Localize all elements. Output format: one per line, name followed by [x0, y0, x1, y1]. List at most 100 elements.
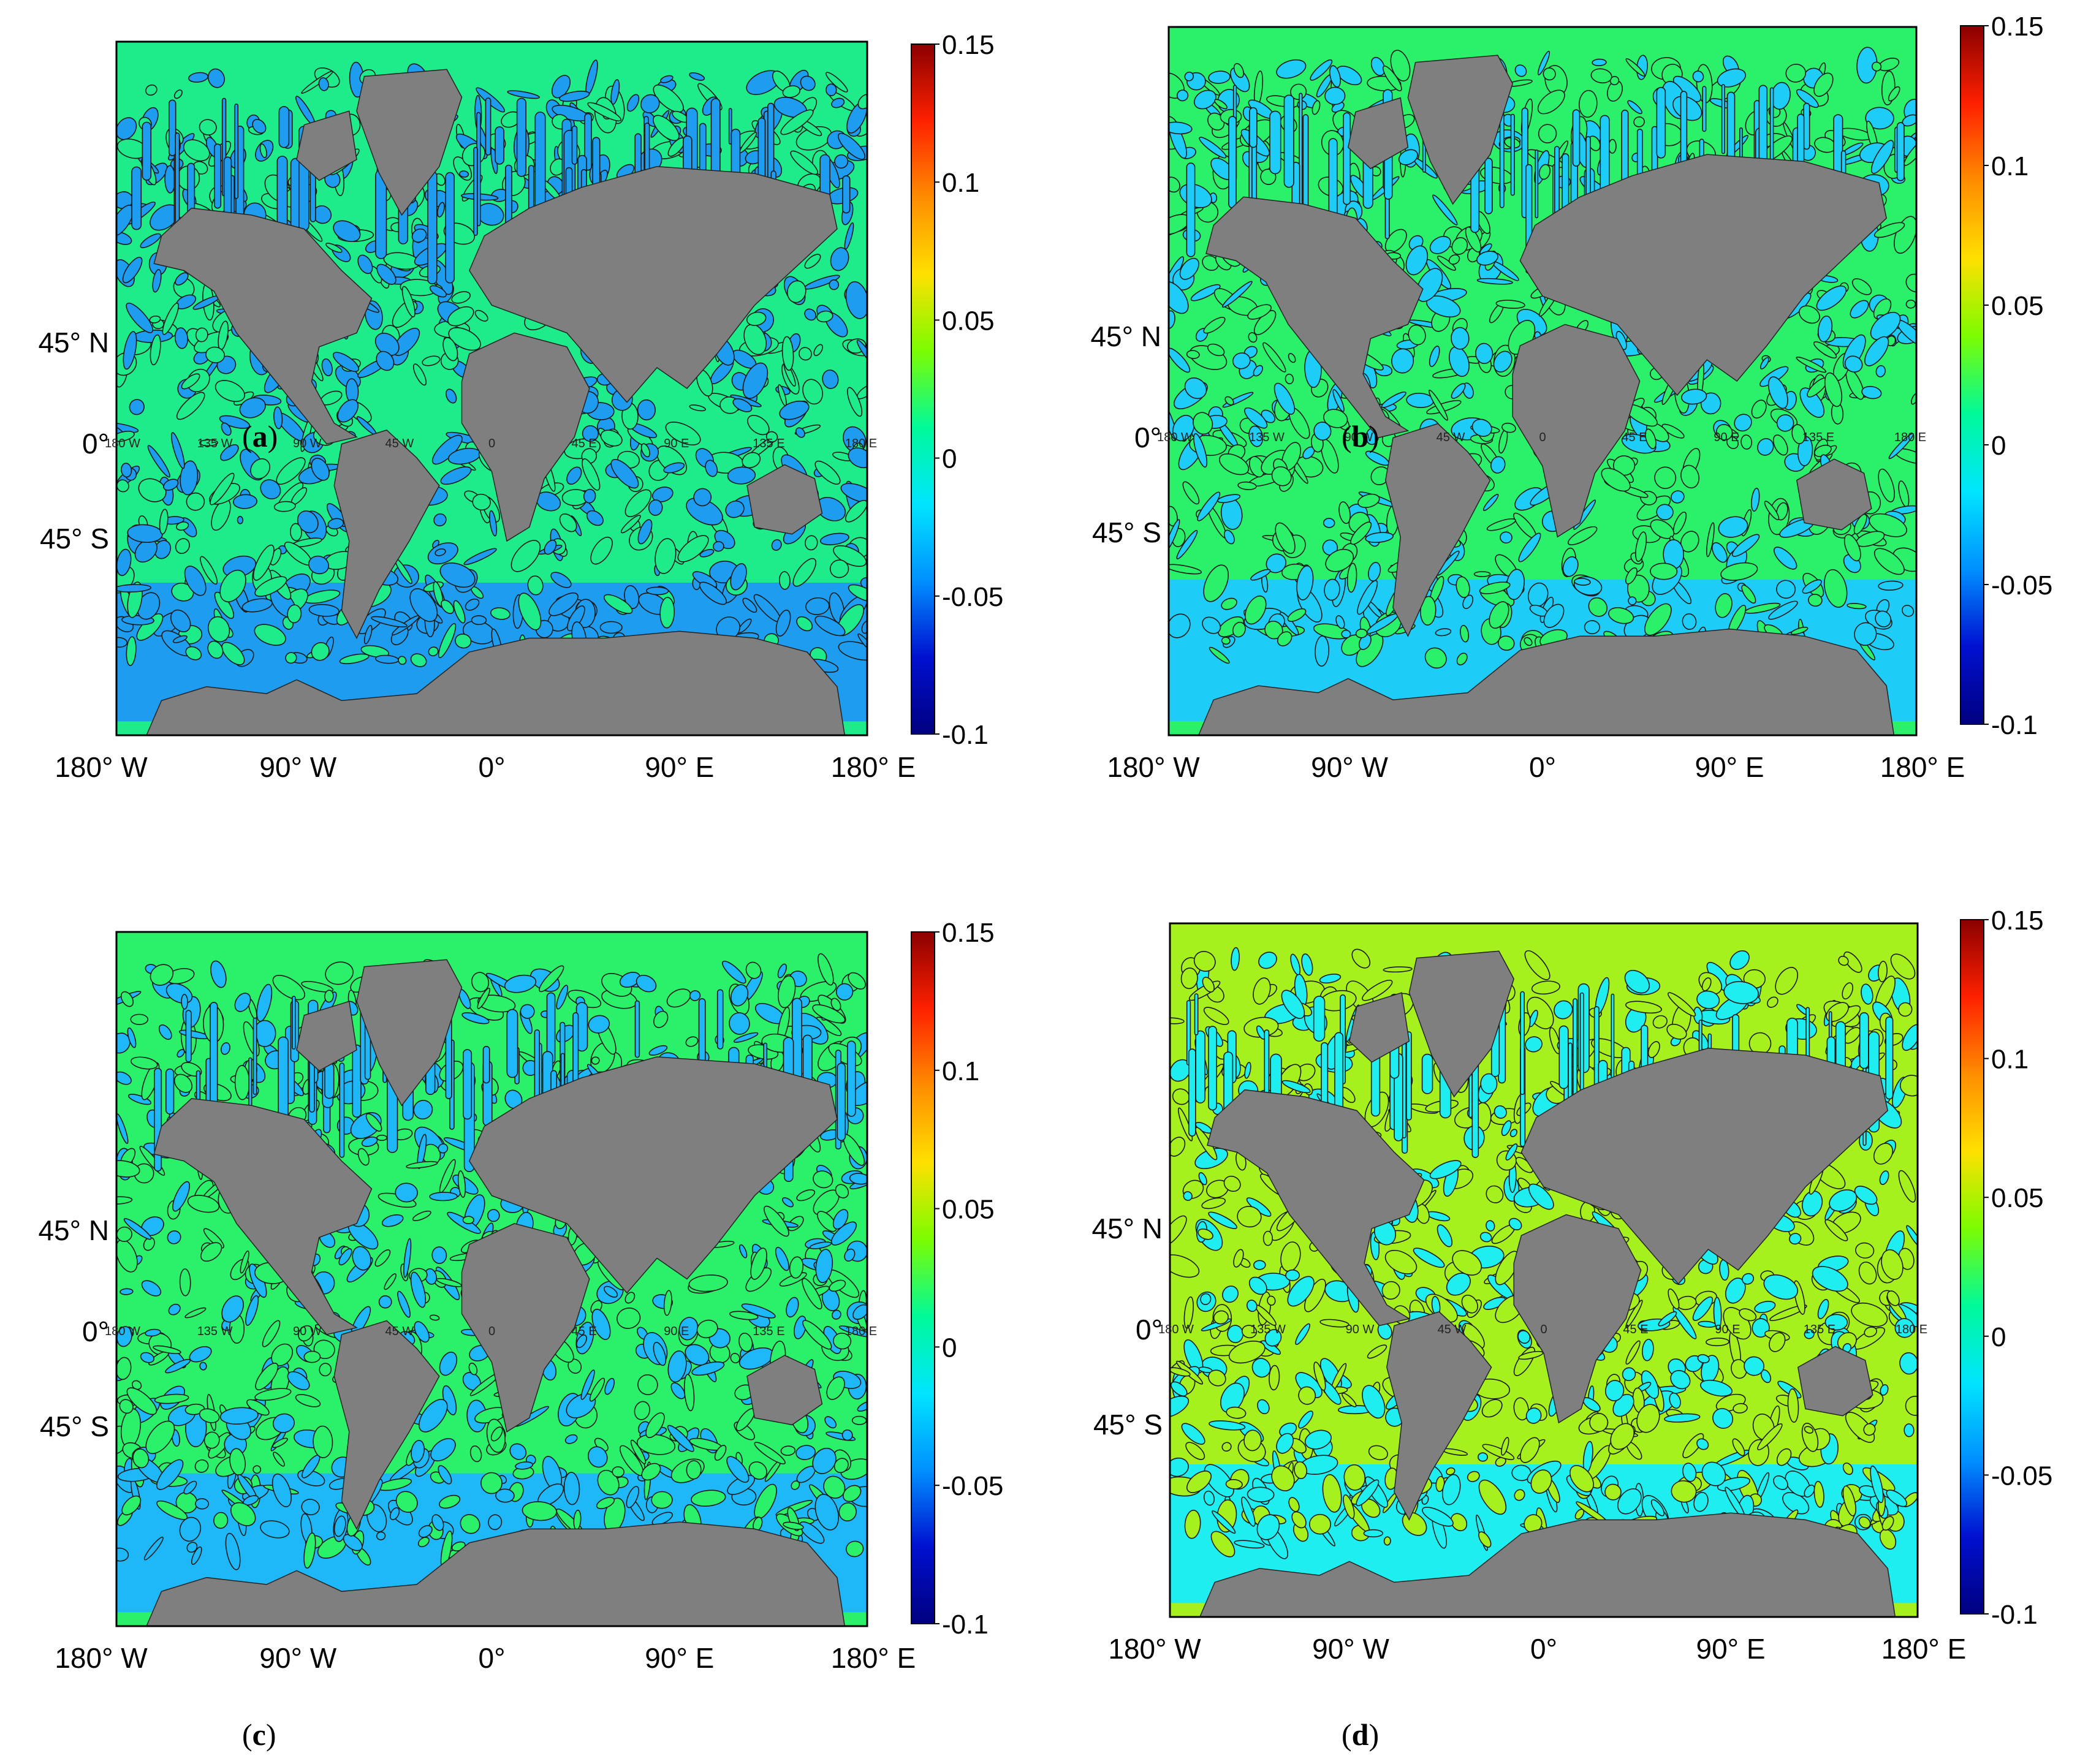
land-australia — [746, 464, 823, 535]
land-eurasia — [1519, 154, 1888, 396]
colorbar — [911, 931, 935, 1624]
x-tick-label: 180° E — [1880, 751, 1965, 783]
colorbar-tick-label: -0.1 — [1991, 1600, 2038, 1630]
colorbar-tick-label: 0.15 — [1991, 906, 2044, 936]
land-arctic-islands — [1348, 992, 1410, 1063]
equator-label: 180 E — [1894, 431, 1926, 444]
land-australia — [746, 1355, 823, 1426]
equator-label: 45 W — [385, 1325, 414, 1338]
land-antarctica — [1198, 628, 1895, 735]
land-africa — [1512, 324, 1641, 538]
land-greenland — [1407, 55, 1514, 205]
colorbar-tick-label: -0.05 — [1991, 570, 2052, 600]
colorbar-tick-label: 0 — [942, 1333, 957, 1363]
colorbar-tick-label: 0.05 — [942, 306, 995, 336]
map-field-a — [116, 42, 867, 735]
colorbar-tick-label: -0.1 — [942, 1610, 989, 1640]
y-tick-label: 45° N — [38, 327, 109, 358]
x-tick-label: 90° E — [645, 1642, 714, 1674]
x-tick-label: 180° W — [1108, 1633, 1201, 1665]
land-eurasia — [1520, 1048, 1889, 1285]
x-tick-label: 180° E — [831, 751, 916, 783]
colorbar — [911, 44, 935, 735]
colorbar-tick-label: 0.15 — [942, 918, 995, 948]
y-tick-label: 0° — [82, 1315, 109, 1347]
colorbar-tick-label: -0.1 — [1991, 710, 2038, 740]
equator-label: 90 W — [1346, 1323, 1375, 1336]
land-masses — [146, 959, 846, 1626]
x-tick-label: 0° — [479, 1642, 506, 1674]
map-plot-c: 180 W 135 W 90 W 45 W 0 45 E 90 E 135 E 180 E 180… — [38, 918, 1003, 1674]
map-field-d — [1170, 923, 1918, 1617]
map-panel-d: 180 W 135 W 90 W 45 W 0 45 E 90 E 135 E 180 E 180… — [1040, 882, 2080, 1764]
land-antarctica — [146, 1521, 846, 1626]
land-africa — [461, 332, 590, 542]
colorbar-tick-label: 0.1 — [942, 1056, 979, 1086]
y-tick-label: 0° — [1134, 422, 1161, 453]
land-north-america — [1207, 1089, 1425, 1327]
land-north-america — [1205, 196, 1424, 439]
land-masses — [146, 69, 846, 735]
land-arctic-islands — [296, 110, 357, 181]
equator-label: 90 W — [293, 437, 322, 450]
land-south-america — [1386, 1311, 1492, 1521]
y-tick-label: 45° S — [1092, 517, 1161, 548]
x-tick-label: 90° E — [1696, 1633, 1765, 1665]
equator-label: 90 E — [1715, 1323, 1740, 1336]
colorbar-tick-label: 0 — [1991, 1322, 2006, 1352]
equator-label: 180 W — [1158, 1323, 1194, 1336]
land-south-america — [333, 430, 440, 640]
equator-label: 90 W — [1345, 431, 1373, 444]
equator-label: 0 — [1539, 431, 1546, 444]
land-south-america — [1385, 423, 1491, 637]
y-tick-label: 45° S — [1093, 1409, 1163, 1440]
equator-label: 45 E — [1622, 431, 1647, 444]
x-tick-label: 180° W — [55, 1642, 148, 1674]
map-field-c — [116, 932, 867, 1626]
map-plot-a: 180 W 135 W 90 W 45 W 0 45 E 90 E 135 E 180 E 180… — [38, 30, 1003, 783]
equator-label: 180 E — [845, 437, 877, 450]
x-tick-label: 0° — [1529, 751, 1556, 783]
equator-label: 135 E — [753, 437, 784, 450]
map-field-b — [1169, 27, 1916, 735]
equator-label: 135 W — [197, 1325, 233, 1338]
map-frame — [115, 40, 868, 736]
equator-label: 90 E — [1714, 431, 1739, 444]
x-tick-label: 180° W — [55, 751, 148, 783]
caption-c: (c) — [242, 1717, 276, 1752]
caption-b: (b) — [1342, 419, 1380, 453]
equator-label: 180 E — [845, 1325, 877, 1338]
land-masses — [1198, 55, 1895, 735]
land-greenland — [1408, 950, 1515, 1098]
equator-label: 45 E — [572, 437, 597, 450]
colorbar-tick-label: 0 — [942, 444, 957, 474]
y-tick-label: 45° N — [1091, 1213, 1163, 1244]
equator-label: 180 W — [1157, 431, 1193, 444]
land-north-america — [153, 207, 373, 445]
equator-label: 45 W — [385, 437, 414, 450]
equator-label: 0 — [488, 1325, 495, 1338]
map-frame — [115, 931, 868, 1627]
y-tick-label: 0° — [82, 428, 109, 460]
map-plot-b: 180 W 135 W 90 W 45 W 0 45 E 90 E 135 E 180 E 180… — [1090, 12, 2052, 783]
land-africa — [461, 1223, 590, 1433]
colorbar-tick-label: -0.1 — [942, 720, 989, 750]
colorbar — [1960, 25, 1984, 725]
map-panel-b: 180 W 135 W 90 W 45 W 0 45 E 90 E 135 E 180 E 180… — [1040, 0, 2080, 882]
equator-label: 45 E — [572, 1325, 597, 1338]
equator-label: 135 E — [753, 1325, 784, 1338]
land-antarctica — [1199, 1512, 1896, 1617]
map-panel-c: 180 W 135 W 90 W 45 W 0 45 E 90 E 135 E 180 E 180… — [0, 882, 1040, 1764]
colorbar-tick-label: -0.05 — [942, 582, 1003, 612]
land-south-america — [333, 1320, 440, 1531]
equator-label: 45 W — [1437, 431, 1465, 444]
x-tick-label: 90° W — [259, 1642, 336, 1674]
equator-label: 135 W — [1249, 431, 1285, 444]
x-tick-label: 90° E — [645, 751, 714, 783]
map-frame — [1167, 26, 1918, 736]
equator-label: 45 E — [1623, 1323, 1648, 1336]
land-africa — [1513, 1214, 1642, 1424]
colorbar-tick-label: 0.05 — [1991, 291, 2044, 321]
y-tick-label: 45° S — [40, 523, 109, 555]
x-tick-label: 90° W — [1312, 1633, 1389, 1665]
